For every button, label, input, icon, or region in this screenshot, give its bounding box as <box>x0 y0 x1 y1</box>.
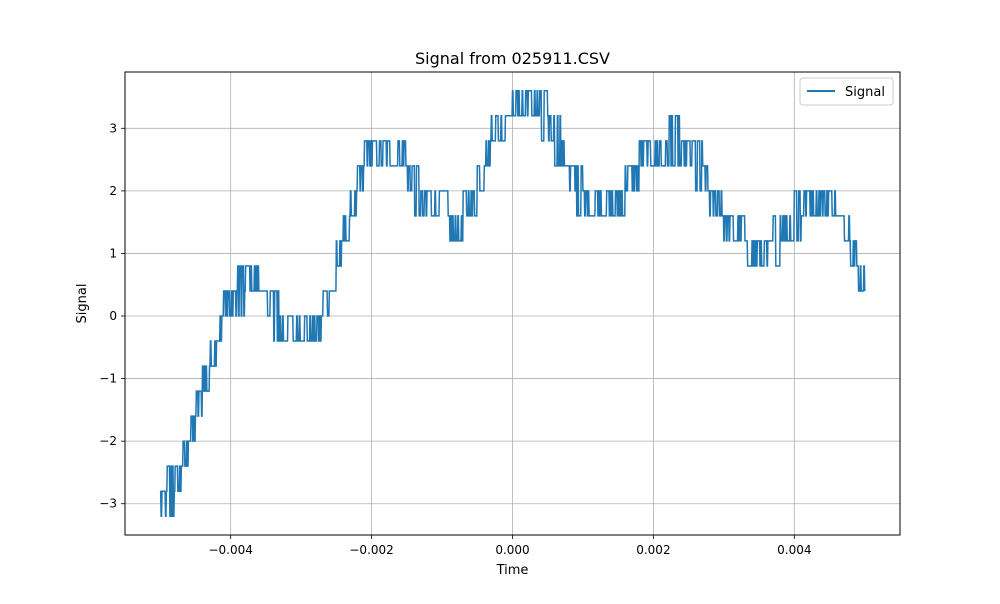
y-tick-label: −3 <box>99 497 117 511</box>
y-tick-label: 2 <box>109 184 117 198</box>
chart-title: Signal from 025911.CSV <box>415 49 610 68</box>
y-tick-label: 3 <box>109 121 117 135</box>
x-tick-label: 0.004 <box>777 543 811 557</box>
x-tick-label: −0.004 <box>208 543 252 557</box>
y-tick-label: −1 <box>99 372 117 386</box>
x-tick-label: 0.000 <box>495 543 529 557</box>
series-line-signal <box>159 90 866 517</box>
y-tick-label: 0 <box>109 309 117 323</box>
legend-label-signal: Signal <box>845 85 885 100</box>
legend: Signal <box>799 77 894 106</box>
grid-lines <box>125 72 900 535</box>
legend-box <box>799 77 894 106</box>
series-signal <box>159 90 866 517</box>
x-axis-ticks: −0.004 −0.002 0.000 0.002 0.004 <box>208 535 811 557</box>
x-axis-label: Time <box>496 563 529 578</box>
y-axis-label: Signal <box>75 284 90 324</box>
x-tick-label: −0.002 <box>349 543 393 557</box>
x-tick-label: 0.002 <box>636 543 670 557</box>
y-axis-ticks: −3 −2 −1 0 1 2 3 <box>99 121 125 511</box>
y-tick-label: 1 <box>109 246 117 260</box>
y-tick-label: −2 <box>99 434 117 448</box>
